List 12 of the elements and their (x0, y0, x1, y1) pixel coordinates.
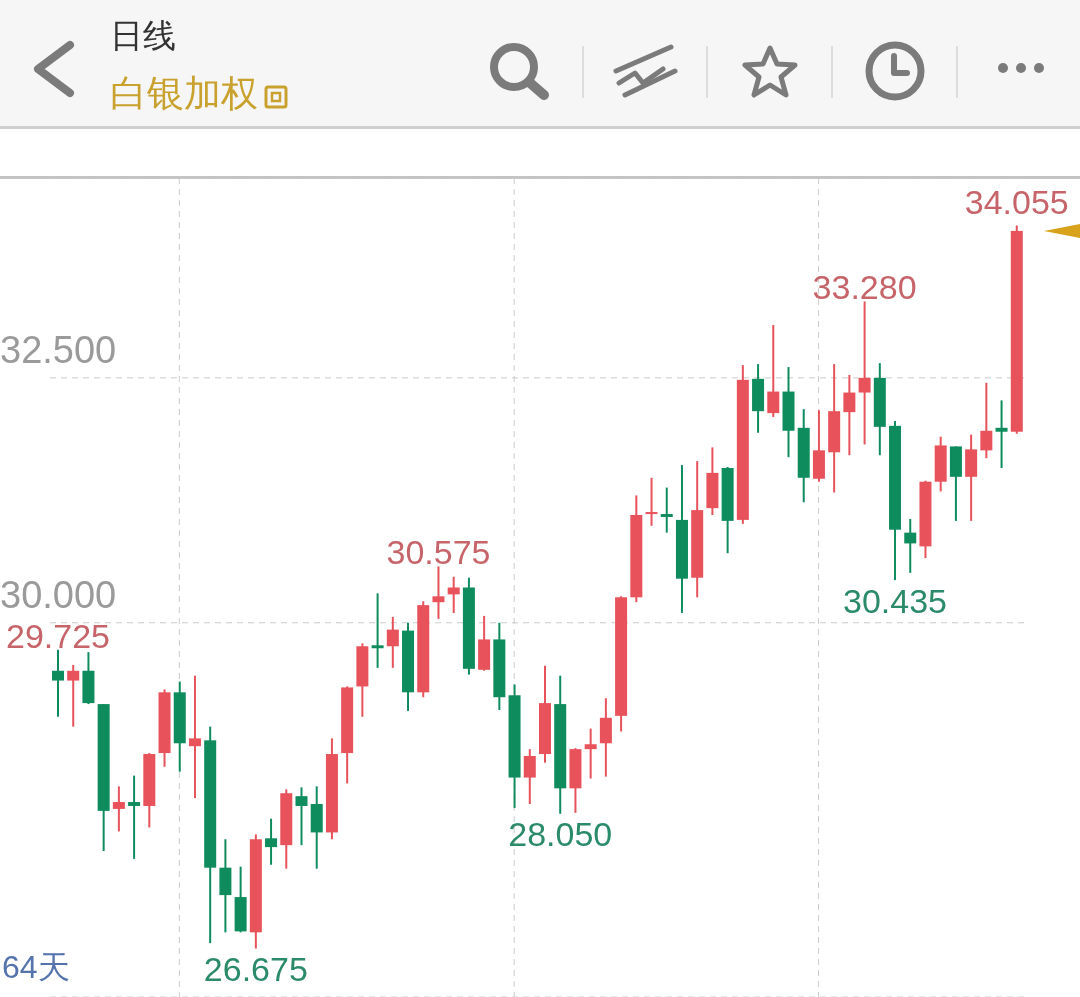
annotation: 33.280 (812, 268, 917, 307)
annotation: 30.575 (386, 533, 491, 572)
annotation: 26.675 (203, 949, 308, 988)
annotation: 30.435 (843, 581, 948, 620)
annotation: 29.725 (6, 616, 110, 655)
annotation: 64天 (2, 948, 70, 987)
chart-title: 白银加权 (110, 72, 258, 116)
y-tick-label: 32.500 (0, 328, 117, 371)
chart-subtitle: 日线 (110, 16, 176, 56)
annotation: 28.050 (508, 815, 613, 854)
annotation: 34.055 (964, 183, 1069, 222)
y-tick-label: 30.000 (0, 573, 117, 616)
